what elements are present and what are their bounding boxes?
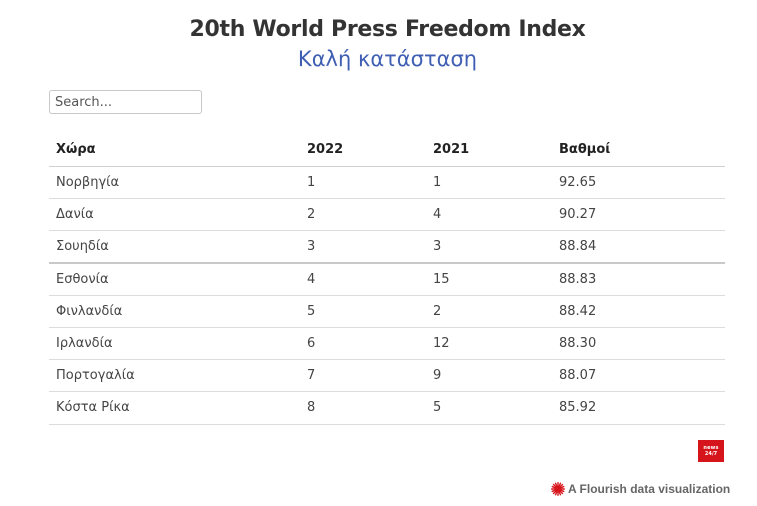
table-header-row: Χώρα 2022 2021 Βαθμοί	[49, 134, 725, 167]
cell-rank-2021: 12	[433, 335, 450, 351]
cell-country: Πορτογαλία	[56, 368, 135, 384]
cell-rank-2021: 3	[433, 239, 442, 255]
cell-country: Σουηδία	[56, 239, 109, 255]
cell-rank-2021: 4	[433, 207, 442, 223]
column-header-score[interactable]: Βαθμοί	[559, 142, 611, 157]
cell-rank-2021: 15	[433, 271, 450, 287]
cell-score: 88.30	[559, 335, 597, 351]
flourish-burst-icon	[551, 482, 565, 496]
cell-country: Φινλανδία	[56, 303, 123, 319]
page-subtitle: Καλή κατάσταση	[297, 47, 478, 71]
data-table: Χώρα 2022 2021 Βαθμοί Νορβηγία 1 1 92.65…	[49, 134, 725, 425]
cell-rank-2022: 2	[307, 207, 316, 223]
news247-logo[interactable]: news 24/7	[698, 440, 724, 462]
table-row: Ιρλανδία 6 12 88.30	[49, 328, 725, 361]
cell-score: 85.92	[559, 400, 597, 416]
flourish-credit-text: A Flourish data visualization	[568, 482, 731, 496]
table-row: Δανία 2 4 90.27	[49, 199, 725, 232]
cell-rank-2021: 5	[433, 400, 442, 416]
cell-score: 88.83	[559, 271, 597, 287]
cell-rank-2022: 1	[307, 175, 316, 190]
cell-rank-2022: 6	[307, 335, 316, 351]
column-header-country[interactable]: Χώρα	[56, 142, 96, 157]
cell-country: Ιρλανδία	[56, 335, 113, 351]
table-row: Εσθονία 4 15 88.83	[49, 264, 725, 296]
search-input[interactable]	[49, 90, 202, 114]
cell-rank-2022: 3	[307, 239, 316, 255]
cell-country: Νορβηγία	[56, 175, 120, 190]
table-row: Νορβηγία 1 1 92.65	[49, 167, 725, 200]
flourish-credit-link[interactable]: A Flourish data visualization	[551, 482, 730, 496]
logo-text-bottom: 24/7	[704, 451, 718, 457]
cell-rank-2022: 8	[307, 400, 316, 416]
cell-score: 88.42	[559, 303, 597, 319]
cell-rank-2021: 9	[433, 368, 442, 384]
column-header-2022[interactable]: 2022	[307, 142, 344, 157]
page-title: 20th World Press Freedom Index	[189, 17, 586, 42]
table-row: Φινλανδία 5 2 88.42	[49, 296, 725, 328]
cell-country: Εσθονία	[56, 271, 109, 287]
cell-score: 90.27	[559, 207, 597, 223]
table-row: Πορτογαλία 7 9 88.07	[49, 360, 725, 393]
cell-rank-2021: 1	[433, 175, 442, 190]
cell-score: 88.07	[559, 368, 597, 384]
cell-country: Δανία	[56, 207, 94, 223]
cell-rank-2022: 5	[307, 303, 316, 319]
column-header-2021[interactable]: 2021	[433, 142, 470, 157]
cell-score: 88.84	[559, 239, 597, 255]
logo-text-top: news	[703, 445, 719, 451]
cell-score: 92.65	[559, 175, 597, 190]
cell-rank-2021: 2	[433, 303, 442, 319]
cell-country: Κόστα Ρίκα	[56, 400, 130, 416]
cell-rank-2022: 4	[307, 271, 316, 287]
cell-rank-2022: 7	[307, 368, 316, 384]
table-row: Σουηδία 3 3 88.84	[49, 231, 725, 264]
table-row: Κόστα Ρίκα 8 5 85.92	[49, 392, 725, 425]
